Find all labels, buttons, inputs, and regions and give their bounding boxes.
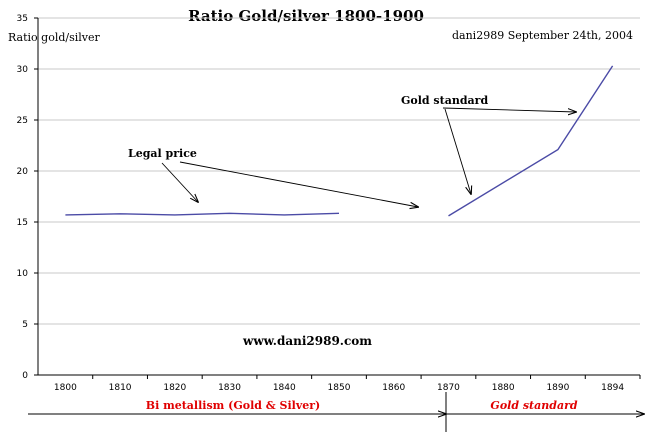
gold-standard-arrow-2 <box>444 108 471 194</box>
y-tick-label: 35 <box>17 14 28 24</box>
website-label: www.dani2989.com <box>242 334 372 348</box>
bimetallism-period-label: Bi metallism (Gold & Silver) <box>146 399 320 412</box>
y-tick-label: 10 <box>17 269 29 279</box>
chart-title: Ratio Gold/silver 1800-1900 <box>188 7 424 25</box>
x-tick-label: 1890 <box>546 383 569 393</box>
y-tick-label: 15 <box>17 218 28 228</box>
y-tick-label: 20 <box>17 167 29 177</box>
legal-price-arrow-1 <box>161 162 198 202</box>
x-tick-label: 1840 <box>273 383 296 393</box>
x-tick-label: 1870 <box>437 383 460 393</box>
x-tick-label: 1850 <box>328 383 351 393</box>
gridlines <box>38 17 640 325</box>
legal-price-arrow-2 <box>179 161 418 207</box>
series-line-bimetallism <box>65 212 340 216</box>
y-tick-labels: 0 5 10 15 20 25 30 35 <box>17 14 38 381</box>
gold-standard-period-label: Gold standard <box>490 399 577 412</box>
x-tick-label: 1800 <box>54 383 77 393</box>
x-tick-label: 1830 <box>218 383 241 393</box>
x-tick-label: 1894 <box>601 383 624 393</box>
x-tick-label: 1820 <box>163 383 186 393</box>
x-tick-label: 1880 <box>492 383 515 393</box>
y-tick-label: 0 <box>22 371 28 381</box>
x-tick-labels: 1800 1810 1820 1830 1840 1850 1860 1870 1880 1890… <box>54 375 641 393</box>
x-tick-label: 1860 <box>382 383 405 393</box>
author-note: dani2989 September 24th, 2004 <box>452 29 633 42</box>
legal-price-label: Legal price <box>128 147 197 160</box>
y-tick-label: 25 <box>17 116 28 126</box>
gold-standard-label: Gold standard <box>401 94 488 107</box>
y-tick-label: 5 <box>22 320 28 330</box>
data-series <box>65 65 614 217</box>
gold-standard-arrow-1 <box>442 107 576 112</box>
series-line-gold_standard <box>448 65 614 217</box>
x-tick-label: 1810 <box>109 383 132 393</box>
y-tick-label: 30 <box>17 65 29 75</box>
y-axis-label: Ratio gold/silver <box>8 31 100 44</box>
